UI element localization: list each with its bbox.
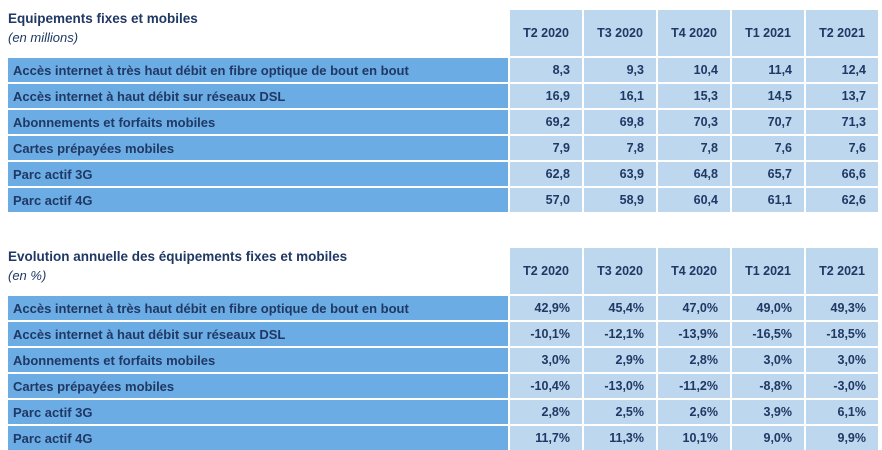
column-header: T2 2021 [806, 248, 878, 294]
value-cell: 69,8 [584, 110, 656, 134]
row-label: Parc actif 4G [8, 426, 508, 450]
value-cell: 9,9% [806, 426, 878, 450]
column-header: T4 2020 [658, 248, 730, 294]
column-header: T2 2021 [806, 10, 878, 56]
table-subtitle: (en millions) [8, 30, 79, 45]
value-cell: 42,9% [510, 296, 582, 320]
value-cell: 3,0% [806, 348, 878, 372]
column-header: T3 2020 [584, 248, 656, 294]
value-cell: 61,1 [732, 188, 804, 212]
value-cell: -18,5% [806, 322, 878, 346]
value-cell: 64,8 [658, 162, 730, 186]
table-grid: Evolution annuelle des équipements fixes… [8, 248, 878, 450]
value-cell: 12,4 [806, 58, 878, 82]
value-cell: 14,5 [732, 84, 804, 108]
row-label: Cartes prépayées mobiles [8, 374, 508, 398]
value-cell: 70,3 [658, 110, 730, 134]
value-cell: 3,0% [510, 348, 582, 372]
value-cell: 2,8% [658, 348, 730, 372]
row-label: Parc actif 4G [8, 188, 508, 212]
row-label: Accès internet à très haut débit en fibr… [8, 58, 508, 82]
value-cell: 11,4 [732, 58, 804, 82]
row-label: Parc actif 3G [8, 162, 508, 186]
value-cell: 2,9% [584, 348, 656, 372]
value-cell: 11,7% [510, 426, 582, 450]
value-cell: 3,0% [732, 348, 804, 372]
value-cell: 16,1 [584, 84, 656, 108]
value-cell: -16,5% [732, 322, 804, 346]
value-cell: 57,0 [510, 188, 582, 212]
value-cell: 66,6 [806, 162, 878, 186]
value-cell: -8,8% [732, 374, 804, 398]
table-title: Equipements fixes et mobiles [8, 11, 198, 26]
value-cell: 10,4 [658, 58, 730, 82]
value-cell: 16,9 [510, 84, 582, 108]
row-label: Accès internet à très haut débit en fibr… [8, 296, 508, 320]
value-cell: -11,2% [658, 374, 730, 398]
value-cell: 7,9 [510, 136, 582, 160]
value-cell: 49,3% [806, 296, 878, 320]
row-label: Cartes prépayées mobiles [8, 136, 508, 160]
column-header: T3 2020 [584, 10, 656, 56]
value-cell: 70,7 [732, 110, 804, 134]
value-cell: -13,0% [584, 374, 656, 398]
value-cell: -3,0% [806, 374, 878, 398]
value-cell: 7,6 [806, 136, 878, 160]
table-grid: Equipements fixes et mobiles (en million… [8, 10, 878, 212]
value-cell: 8,3 [510, 58, 582, 82]
row-label: Accès internet à haut débit sur réseaux … [8, 322, 508, 346]
value-cell: 2,5% [584, 400, 656, 424]
table-evolution: Evolution annuelle des équipements fixes… [8, 248, 878, 450]
value-cell: 49,0% [732, 296, 804, 320]
value-cell: 9,3 [584, 58, 656, 82]
value-cell: 7,8 [584, 136, 656, 160]
column-header: T2 2020 [510, 248, 582, 294]
value-cell: 47,0% [658, 296, 730, 320]
value-cell: 71,3 [806, 110, 878, 134]
value-cell: 10,1% [658, 426, 730, 450]
value-cell: -12,1% [584, 322, 656, 346]
value-cell: 15,3 [658, 84, 730, 108]
row-label: Parc actif 3G [8, 400, 508, 424]
table-title-block: Equipements fixes et mobiles (en million… [8, 10, 508, 56]
table-title: Evolution annuelle des équipements fixes… [8, 249, 348, 264]
table-equipements: Equipements fixes et mobiles (en million… [8, 10, 878, 212]
table-title-block: Evolution annuelle des équipements fixes… [8, 248, 508, 294]
value-cell: 63,9 [584, 162, 656, 186]
value-cell: -13,9% [658, 322, 730, 346]
value-cell: -10,1% [510, 322, 582, 346]
value-cell: 62,8 [510, 162, 582, 186]
value-cell: 6,1% [806, 400, 878, 424]
column-header: T1 2021 [732, 10, 804, 56]
value-cell: -10,4% [510, 374, 582, 398]
column-header: T4 2020 [658, 10, 730, 56]
value-cell: 62,6 [806, 188, 878, 212]
value-cell: 2,8% [510, 400, 582, 424]
value-cell: 7,8 [658, 136, 730, 160]
row-label: Accès internet à haut débit sur réseaux … [8, 84, 508, 108]
value-cell: 69,2 [510, 110, 582, 134]
value-cell: 65,7 [732, 162, 804, 186]
value-cell: 45,4% [584, 296, 656, 320]
column-header: T2 2020 [510, 10, 582, 56]
column-header: T1 2021 [732, 248, 804, 294]
value-cell: 58,9 [584, 188, 656, 212]
table-subtitle: (en %) [8, 268, 47, 283]
value-cell: 9,0% [732, 426, 804, 450]
row-label: Abonnements et forfaits mobiles [8, 348, 508, 372]
value-cell: 2,6% [658, 400, 730, 424]
value-cell: 3,9% [732, 400, 804, 424]
value-cell: 11,3% [584, 426, 656, 450]
row-label: Abonnements et forfaits mobiles [8, 110, 508, 134]
value-cell: 13,7 [806, 84, 878, 108]
value-cell: 7,6 [732, 136, 804, 160]
value-cell: 60,4 [658, 188, 730, 212]
